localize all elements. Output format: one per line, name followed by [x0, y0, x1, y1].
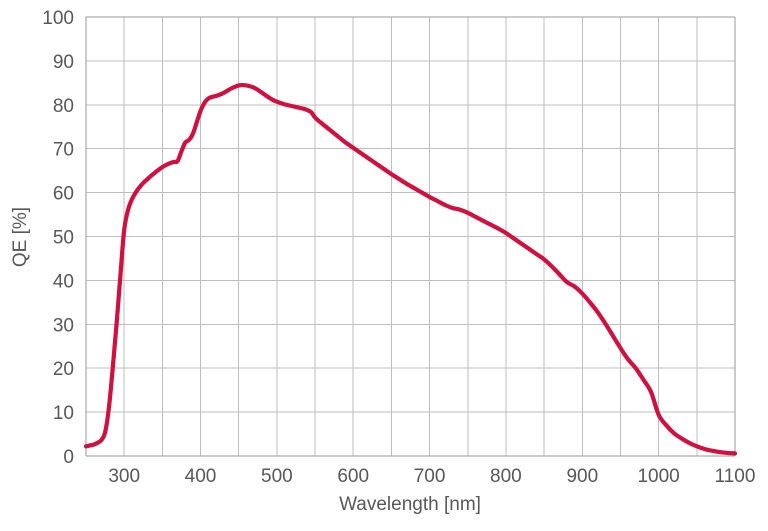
horizontal-gridlines: [86, 60, 735, 413]
axis-lines: [85, 16, 736, 457]
x-tick-labels: 300 400 500 600 700 800 900 1000 1100: [108, 466, 755, 487]
x-tick-label: 600: [337, 466, 369, 487]
y-tick-label: 80: [53, 96, 74, 117]
qe-curve: [83, 82, 738, 456]
x-tick-label: 400: [185, 466, 217, 487]
x-tick-label: 300: [108, 466, 140, 487]
x-tick-label: 1100: [715, 466, 756, 487]
y-tick-label: 20: [53, 359, 74, 380]
y-tick-label: 90: [53, 52, 74, 73]
y-tick-label: 30: [53, 315, 74, 336]
x-tick-label: 700: [414, 466, 446, 487]
y-tick-label: 70: [53, 140, 74, 161]
y-tick-label: 60: [53, 184, 74, 205]
y-tick-label: 0: [63, 447, 74, 468]
y-tick-label: 40: [53, 271, 74, 292]
y-tick-label: 50: [53, 228, 74, 249]
x-tick-label: 1000: [637, 466, 679, 487]
x-tick-label: 900: [566, 466, 598, 487]
y-tick-label: 100: [42, 8, 74, 29]
data-series-group: [83, 82, 738, 456]
y-tick-label: 10: [53, 403, 74, 424]
y-axis-title: QE [%]: [10, 207, 31, 267]
x-tick-label: 500: [261, 466, 293, 487]
x-tick-label: 800: [490, 466, 522, 487]
x-axis-title: Wavelength [nm]: [339, 494, 481, 515]
y-tick-labels: 0 10 20 30 40 50 60 70 80 90 100: [42, 8, 74, 468]
